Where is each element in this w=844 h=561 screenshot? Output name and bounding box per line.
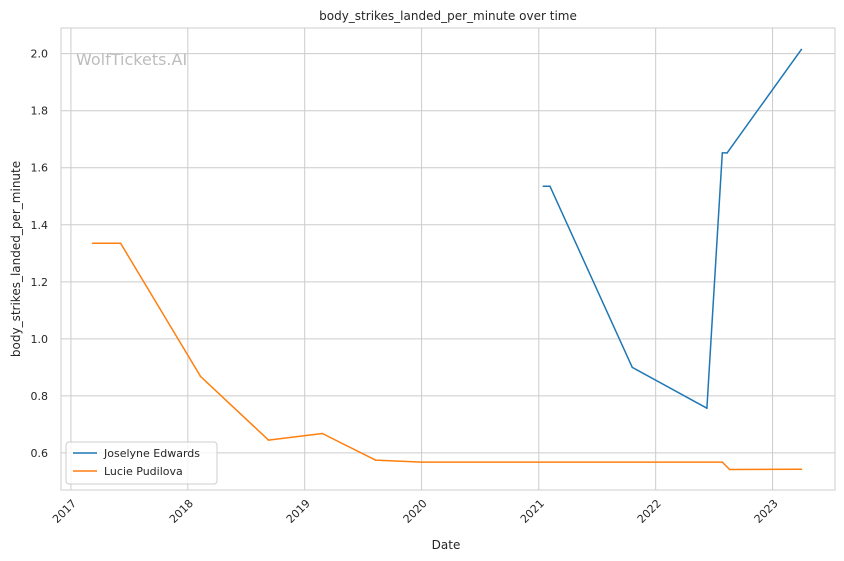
data-point-lucie-pudilova [119,242,122,245]
data-point-lucie-pudilova [721,461,724,463]
series-layer [91,48,803,471]
data-point-joselyne-edwards [800,48,803,51]
data-point-lucie-pudilova [728,468,731,471]
legend-frame [65,441,218,485]
y-axis-title: body_strikes_landed_per_minute [9,161,23,357]
series-line-lucie-pudilova [92,242,802,471]
x-tick-labels: 2017 2018 2019 2020 2021 2022 2023 [50,497,781,526]
x-tick-label-2022: 2022 [635,497,664,526]
x-axis-title: Date [432,538,461,552]
chart-title: body_strikes_landed_per_minute over time [319,9,577,23]
y-tick-label-1-2: 1.2 [31,276,49,289]
y-tick-label-1-8: 1.8 [31,105,49,118]
data-point-joselyne-edwards [549,185,551,188]
x-tick-label-2020: 2020 [401,497,430,526]
y-tick-label-0-6: 0.6 [31,447,49,460]
y-tick-labels: 0.6 0.8 1.0 1.2 1.4 1.6 1.8 2.0 [31,48,49,460]
y-tick-label-0-8: 0.8 [31,390,49,403]
x-tick-label-2018: 2018 [167,497,196,526]
plot-frame [60,27,836,491]
x-tick-label-2019: 2019 [284,497,313,526]
data-point-lucie-pudilova [199,375,202,378]
data-point-lucie-pudilova [321,432,324,435]
legend-label-joselyne-edwards: Joselyne Edwards [103,447,200,460]
grid [61,28,835,490]
x-tick-label-2021: 2021 [518,497,547,526]
x-tick-label-2017: 2017 [50,497,79,526]
watermark-text: WolfTickets.AI [76,50,187,69]
data-point-joselyne-edwards [721,152,724,154]
y-tick-label-1-6: 1.6 [31,162,49,175]
plot-background [61,28,835,490]
data-point-lucie-pudilova [420,461,423,463]
data-point-joselyne-edwards [706,407,708,410]
y-tick-label-1-0: 1.0 [31,333,49,346]
data-point-lucie-pudilova [91,242,94,245]
y-tick-label-1-4: 1.4 [31,219,49,232]
x-tick-label-2023: 2023 [752,497,781,526]
legend-label-lucie-pudilova: Lucie Pudilova [104,465,183,478]
data-point-joselyne-edwards [542,185,545,188]
data-point-joselyne-edwards [726,152,728,154]
data-point-joselyne-edwards [631,366,634,369]
y-tick-label-2-0: 2.0 [31,48,49,61]
data-point-lucie-pudilova [800,468,803,471]
legend: Joselyne Edwards Lucie Pudilova [65,441,218,485]
data-point-lucie-pudilova [374,459,377,461]
data-point-lucie-pudilova [267,439,270,441]
